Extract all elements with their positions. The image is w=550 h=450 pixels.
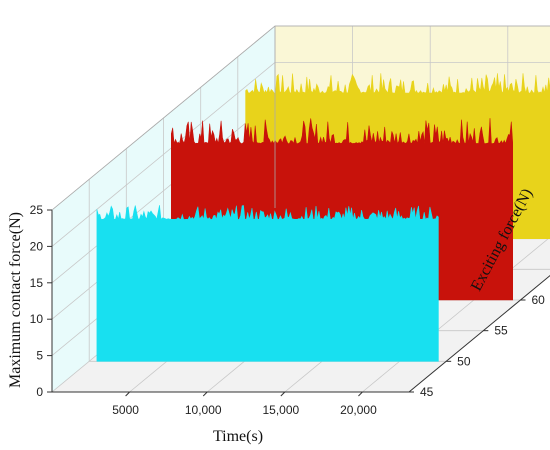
z-tick-label: 5 bbox=[36, 349, 43, 363]
z-tick-label: 10 bbox=[30, 312, 44, 326]
y-tick-label: 60 bbox=[532, 293, 546, 307]
x-tick-mark bbox=[202, 391, 208, 397]
z-tick-label: 15 bbox=[30, 276, 44, 290]
x-tick-mark bbox=[280, 391, 286, 397]
x-tick-mark bbox=[358, 391, 363, 397]
y-tick-label: 45 bbox=[420, 385, 434, 399]
x-tick-label: 5000 bbox=[112, 403, 139, 417]
y-tick-label: 55 bbox=[494, 324, 508, 338]
series-slab-50 bbox=[96, 205, 439, 362]
axis-frame-back bbox=[51, 25, 550, 211]
z-tick-label: 20 bbox=[30, 239, 44, 253]
z-axis-title: Maximum contact force(N) bbox=[7, 212, 24, 388]
x-tick-label: 20,000 bbox=[340, 403, 377, 417]
z-tick-label: 25 bbox=[30, 203, 44, 217]
x-axis-title: Time(s) bbox=[213, 428, 263, 445]
z-tick-label: 0 bbox=[36, 385, 43, 399]
y-tick-label: 50 bbox=[457, 354, 471, 368]
x-tick-label: 10,000 bbox=[185, 403, 222, 417]
x-tick-label: 15,000 bbox=[262, 403, 299, 417]
x-tick-mark bbox=[125, 391, 130, 397]
